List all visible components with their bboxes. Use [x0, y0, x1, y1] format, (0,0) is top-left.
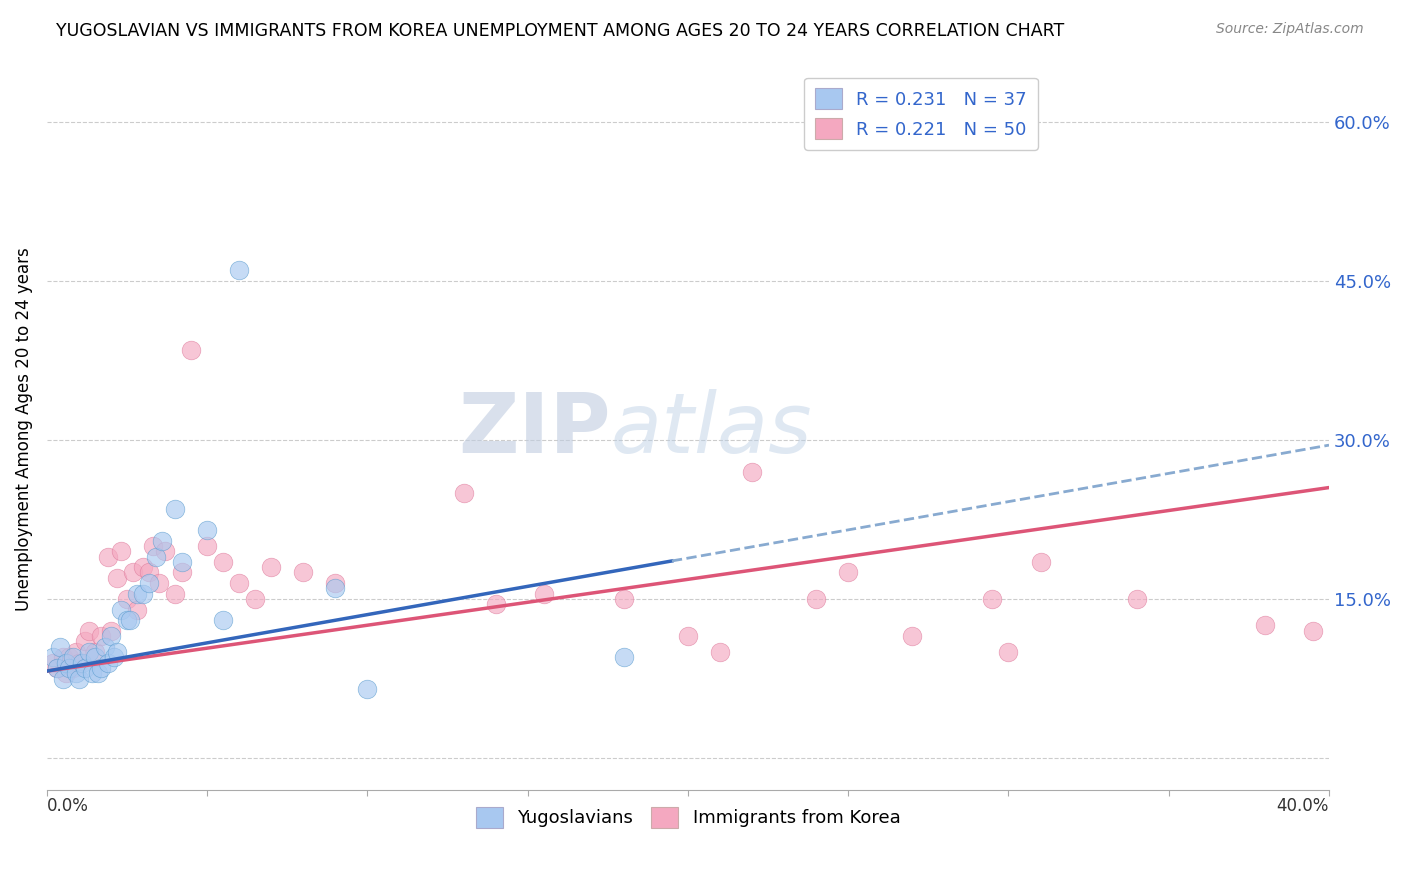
Point: [87, 666, 110, 681]
Point: [981, 591, 1004, 606]
Text: Source: ZipAtlas.com: Source: ZipAtlas.com: [1216, 22, 1364, 37]
Point: [67, 672, 90, 686]
Point: [45, 661, 67, 675]
Point: [228, 263, 250, 277]
Point: [132, 560, 155, 574]
Text: ZIP: ZIP: [458, 389, 612, 470]
Point: [55, 666, 77, 681]
Point: [65, 645, 87, 659]
Point: [132, 587, 155, 601]
Point: [165, 587, 187, 601]
Point: [70, 656, 93, 670]
Point: [997, 645, 1019, 659]
Point: [292, 566, 315, 580]
Point: [613, 591, 636, 606]
Point: [77, 624, 100, 638]
Point: [90, 629, 112, 643]
Point: [125, 602, 148, 616]
Point: [107, 645, 129, 659]
Point: [356, 682, 378, 697]
Point: [90, 661, 112, 675]
Point: [45, 661, 67, 675]
Point: [325, 582, 347, 596]
Point: [485, 597, 508, 611]
Point: [837, 566, 859, 580]
Point: [97, 549, 120, 564]
Point: [55, 656, 77, 670]
Point: [48, 640, 70, 654]
Point: [122, 566, 145, 580]
Point: [52, 672, 75, 686]
Point: [180, 343, 202, 357]
Point: [115, 613, 138, 627]
Point: [804, 591, 827, 606]
Point: [84, 645, 107, 659]
Point: [260, 560, 283, 574]
Point: [75, 634, 97, 648]
Point: [138, 576, 160, 591]
Point: [62, 661, 84, 675]
Point: [1029, 555, 1052, 569]
Point: [533, 587, 555, 601]
Point: [709, 645, 731, 659]
Point: [125, 587, 148, 601]
Point: [42, 656, 65, 670]
Point: [120, 613, 142, 627]
Point: [325, 576, 347, 591]
Point: [110, 544, 132, 558]
Point: [80, 666, 103, 681]
Point: [228, 576, 250, 591]
Point: [195, 523, 218, 537]
Point: [1254, 618, 1277, 632]
Text: 0.0%: 0.0%: [46, 797, 89, 815]
Point: [613, 650, 636, 665]
Point: [145, 549, 167, 564]
Point: [1125, 591, 1147, 606]
Point: [901, 629, 924, 643]
Point: [42, 650, 65, 665]
Point: [93, 640, 115, 654]
Point: [115, 591, 138, 606]
Point: [77, 645, 100, 659]
Point: [245, 591, 267, 606]
Point: [170, 566, 193, 580]
Point: [142, 539, 165, 553]
Point: [67, 656, 90, 670]
Point: [165, 501, 187, 516]
Point: [150, 533, 173, 548]
Point: [138, 566, 160, 580]
Point: [110, 602, 132, 616]
Point: [103, 650, 125, 665]
Point: [75, 661, 97, 675]
Point: [1302, 624, 1324, 638]
Point: [170, 555, 193, 569]
Point: [453, 486, 475, 500]
Point: [212, 555, 235, 569]
Point: [212, 613, 235, 627]
Y-axis label: Unemployment Among Ages 20 to 24 years: Unemployment Among Ages 20 to 24 years: [15, 247, 32, 611]
Text: YUGOSLAVIAN VS IMMIGRANTS FROM KOREA UNEMPLOYMENT AMONG AGES 20 TO 24 YEARS CORR: YUGOSLAVIAN VS IMMIGRANTS FROM KOREA UNE…: [56, 22, 1064, 40]
Text: 40.0%: 40.0%: [1277, 797, 1329, 815]
Point: [58, 661, 80, 675]
Point: [100, 629, 122, 643]
Text: atlas: atlas: [612, 389, 813, 470]
Point: [97, 656, 120, 670]
Point: [148, 576, 170, 591]
Point: [676, 629, 699, 643]
Point: [65, 666, 87, 681]
Point: [100, 624, 122, 638]
Legend: Yugoslavians, Immigrants from Korea: Yugoslavians, Immigrants from Korea: [468, 800, 907, 835]
Point: [52, 650, 75, 665]
Point: [62, 650, 84, 665]
Point: [58, 650, 80, 665]
Point: [155, 544, 177, 558]
Point: [741, 465, 763, 479]
Point: [84, 650, 107, 665]
Point: [195, 539, 218, 553]
Point: [107, 571, 129, 585]
